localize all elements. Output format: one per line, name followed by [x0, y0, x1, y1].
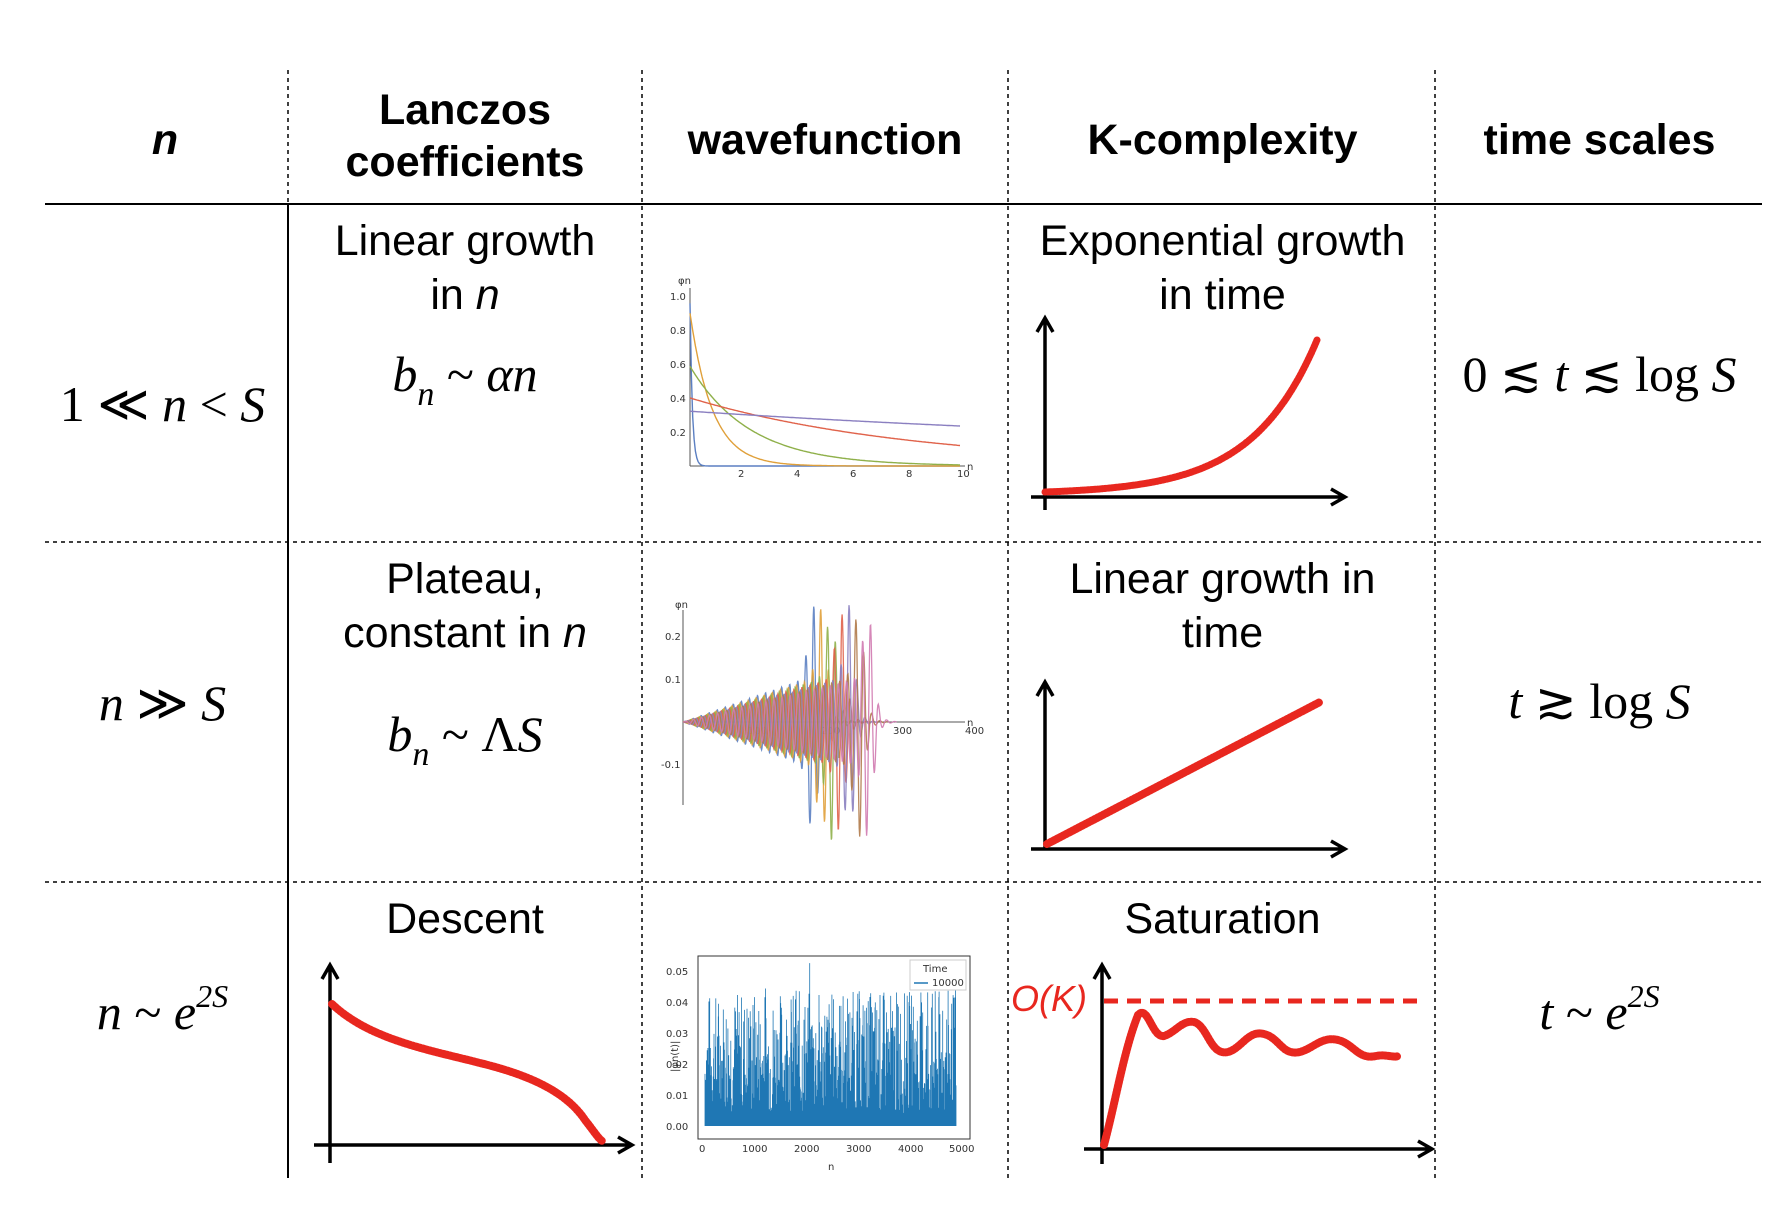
- row3-kc-text: Saturation: [1124, 895, 1321, 943]
- plot3-ytick: 0.01: [666, 1091, 688, 1102]
- row3-lanczos-text: Descent: [386, 895, 544, 943]
- plot3-xtick: 2000: [794, 1144, 819, 1155]
- kc3-label: O(K): [1011, 978, 1087, 1019]
- plot2-ytick: -0.1: [661, 760, 681, 771]
- kc3-y-axis: [1092, 961, 1112, 1164]
- plot3-xlabel: n: [828, 1162, 834, 1173]
- descent-y-axis: [320, 961, 340, 1163]
- kc1-curve: [1041, 336, 1321, 496]
- row3-wavefunction-plot: |φn(t)| n 0.00 0.01 0.02 0.03 0.04 0.05 …: [666, 955, 974, 1173]
- header-n: n: [151, 116, 179, 164]
- plot2-xlabel: n: [967, 718, 973, 729]
- plot2-ylabel: φn: [675, 600, 688, 611]
- row2-lanczos-text: Plateau, constant in n: [343, 555, 587, 657]
- row1-kc-plot: [1031, 314, 1349, 510]
- plot3-xtick: 1000: [742, 1144, 767, 1155]
- plot1-yticks: 0.2 0.4 0.6 0.8 1.0: [670, 292, 686, 439]
- plot3-ylabel: |φn(t)|: [670, 1041, 681, 1072]
- plot1-ylabel: φn: [678, 276, 691, 287]
- row1-kc-text: Exponential growth in time: [1039, 217, 1406, 319]
- descent-curve: [328, 1000, 606, 1145]
- plot1-ytick: 0.8: [670, 326, 686, 337]
- kc3-x-axis: [1084, 1139, 1436, 1159]
- header-kcomplexity: K-complexity: [1087, 116, 1358, 164]
- descent-x-axis: [314, 1135, 636, 1155]
- row2-timescale: t ≳ log S: [1508, 673, 1691, 729]
- plot1-xlabel: n: [967, 462, 973, 473]
- plot1-ytick: 0.4: [670, 394, 686, 405]
- row1-wavefunction-plot: φn n 0.2 0.4 0.6 0.8 1.0 2 4 6 8 10: [670, 276, 973, 480]
- header-wavefunction: wavefunction: [687, 116, 963, 164]
- row1-lanczos-formula: bn ~ αn: [392, 346, 538, 413]
- plot1-series-line: [689, 397, 961, 447]
- plot1-ytick: 0.6: [670, 360, 686, 371]
- plot3-xtick: 5000: [949, 1144, 974, 1155]
- plot2-series-line: [682, 619, 888, 837]
- plot2-curves: [682, 605, 897, 840]
- header-lanczos-line1: Lanczos: [378, 86, 552, 134]
- plot2-xtick: 300: [893, 726, 912, 737]
- plot3-frame: [697, 955, 971, 1140]
- row2-n-range: n ≫ S: [98, 675, 227, 731]
- plot3-xtick: 0: [699, 1144, 705, 1155]
- row2-wavefunction-plot: φn n 0.2 0.1 -0.1 100 200 300 400: [661, 600, 984, 840]
- plot3-legend-title: Time: [922, 964, 947, 975]
- plot3-legend: Time 10000: [909, 959, 967, 991]
- plot3-noise: [704, 963, 957, 1126]
- plot3-ytick: 0.00: [666, 1122, 688, 1133]
- row3-lanczos-plot: [314, 961, 636, 1163]
- row2-kc-text: Linear growth in time: [1069, 555, 1376, 657]
- plot2-series-line: [683, 623, 897, 836]
- header-timescales: time scales: [1483, 116, 1716, 164]
- plot1-xtick: 10: [957, 469, 970, 480]
- plot2-ytick: 0.1: [665, 675, 681, 686]
- row3-n-range: n ~ e2S: [96, 978, 229, 1040]
- row1-timescale: 0 ≲ t ≲ log S: [1462, 346, 1737, 402]
- plot1-series-line: [689, 313, 960, 467]
- plot1-xtick: 2: [738, 469, 744, 480]
- plot3-legend-entry: 10000: [932, 978, 964, 989]
- plot3-ytick: 0.05: [666, 967, 688, 978]
- row3-kc-plot: [1084, 961, 1436, 1164]
- plot2-series-line: [683, 606, 842, 824]
- kc3-curve: [1100, 1008, 1402, 1149]
- kc1-y-axis: [1035, 314, 1055, 510]
- plot1-ytick: 1.0: [670, 292, 686, 303]
- kc2-y-axis: [1035, 678, 1055, 850]
- row2-lanczos-formula: bn ~ ΛS: [387, 706, 543, 773]
- plot3-ytick: 0.04: [666, 998, 688, 1009]
- plot1-series-line: [689, 366, 960, 466]
- plot1-xtick: 4: [794, 469, 800, 480]
- plot3-ytick: 0.02: [666, 1060, 688, 1071]
- row3-timescale: t ~ e2S: [1539, 978, 1660, 1040]
- kc2-curve: [1043, 698, 1324, 848]
- plot2-ytick: 0.2: [665, 632, 681, 643]
- kc1-x-axis: [1031, 487, 1349, 507]
- header-lanczos-line2: coefficients: [345, 138, 585, 186]
- plot3-xtick: 4000: [898, 1144, 923, 1155]
- plot1-xticks: 2 4 6 8 10: [738, 469, 970, 480]
- plot1-curves: [689, 303, 961, 467]
- plot1-xtick: 6: [850, 469, 856, 480]
- plot3-xtick: 3000: [846, 1144, 871, 1155]
- plot1-ytick: 0.2: [670, 428, 686, 439]
- row1-n-range: 1 ≪ n < S: [59, 376, 266, 432]
- plot1-xtick: 8: [906, 469, 912, 480]
- plot1-series-line: [689, 410, 961, 427]
- header-lanczos: Lanczos coefficients: [290, 84, 640, 188]
- plot3-ytick: 0.03: [666, 1029, 688, 1040]
- plot3-signal: [704, 963, 957, 1126]
- plot2-xtick: 400: [965, 726, 984, 737]
- kc2-x-axis: [1031, 839, 1349, 859]
- row1-lanczos-text: Linear growth in n: [334, 217, 596, 319]
- row2-kc-plot: [1031, 678, 1349, 859]
